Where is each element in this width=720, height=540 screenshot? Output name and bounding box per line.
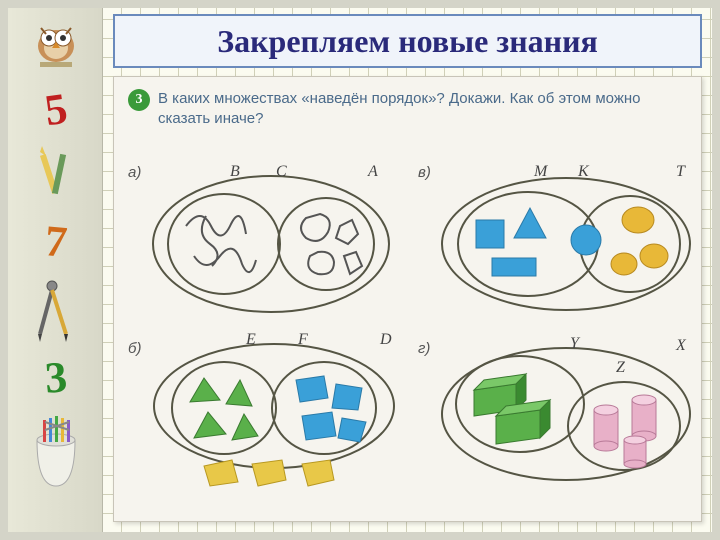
page-title: Закрепляем новые знания — [217, 23, 598, 60]
lbl-T: T — [676, 163, 686, 180]
lbl-C: C — [276, 163, 287, 180]
diagram-a: B C A — [146, 156, 396, 316]
digit-7-text: 7 — [43, 215, 69, 268]
label-g: г) — [418, 340, 430, 357]
lbl-Y: Y — [570, 335, 581, 352]
cylinder-3 — [624, 436, 646, 468]
cup-icon — [16, 412, 96, 496]
compass-icon — [16, 276, 96, 346]
diagrams-grid: а) в) б) г) B C A — [128, 138, 687, 498]
owl-icon — [16, 14, 96, 70]
cylinder-2 — [632, 395, 656, 441]
lbl-E: E — [245, 331, 256, 348]
label-b: б) — [128, 340, 141, 357]
diagram-g: Y Z X — [436, 330, 696, 494]
digit-5: 5 — [16, 84, 96, 135]
task-number-badge: 3 — [128, 89, 150, 111]
digit-7: 7 — [16, 216, 96, 267]
digit-5-text: 5 — [42, 83, 71, 137]
main-area: Закрепляем новые знания 3 В каких множес… — [103, 8, 712, 532]
cylinder-1 — [594, 405, 618, 451]
lbl-F: F — [297, 331, 308, 348]
lbl-Z: Z — [616, 359, 626, 376]
lbl-K: K — [577, 163, 590, 180]
pencils-icon — [16, 146, 96, 206]
diagram-b: E F D — [146, 330, 406, 498]
lbl-A: A — [367, 163, 378, 180]
digit-3: 3 — [16, 352, 96, 403]
label-v: в) — [418, 164, 431, 181]
title-box: Закрепляем новые знания — [113, 14, 702, 68]
lbl-D: D — [379, 331, 392, 348]
lbl-X: X — [675, 337, 687, 354]
lbl-B: B — [230, 163, 240, 180]
task-text: В каких множествах «наведён порядок»? До… — [158, 89, 687, 128]
task-row: 3 В каких множествах «наведён порядок»? … — [128, 89, 687, 128]
lbl-M: M — [533, 163, 549, 180]
diagram-v: M K T — [436, 156, 696, 316]
slide-frame: 5 7 3 — [0, 0, 720, 540]
label-a: а) — [128, 164, 141, 181]
sidebar: 5 7 3 — [8, 8, 103, 532]
digit-3-text: 3 — [43, 351, 69, 403]
content-panel: 3 В каких множествах «наведён порядок»? … — [113, 76, 702, 522]
